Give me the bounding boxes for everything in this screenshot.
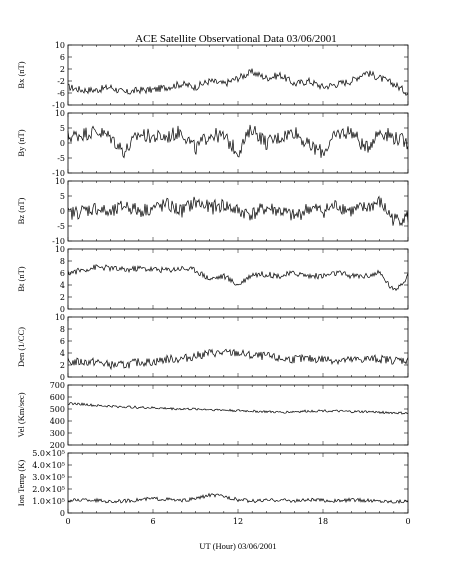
- y-tick-label: 2: [60, 293, 65, 302]
- y-axis-label: Den (1/CC): [16, 327, 26, 367]
- y-axis-label: Bx (nT): [16, 61, 26, 88]
- panels-group: 10 6 2 -2 -6 -10 Bx (nT) 10 5 0 -5 -10 By (nT) 10 5 0 -5…: [16, 41, 409, 518]
- y-tick-label: 1.0×10⁵: [32, 497, 65, 506]
- y-tick-label: 6: [60, 269, 65, 278]
- y-tick-label: 8: [60, 257, 65, 266]
- y-tick-label: 2: [60, 361, 65, 370]
- y-tick-label: 300: [50, 429, 65, 438]
- series-line: [67, 124, 409, 159]
- y-tick-label: -10: [52, 101, 65, 110]
- y-tick-label: 10: [55, 177, 65, 186]
- y-tick-label: 10: [55, 245, 65, 254]
- x-axis: 0 6 12 18 0: [65, 517, 410, 526]
- y-tick-label: 8: [60, 325, 65, 334]
- panel-frame: [67, 452, 409, 514]
- y-tick-label: 10: [55, 109, 65, 118]
- y-tick-label: 10: [55, 313, 65, 322]
- y-tick-label: 500: [50, 405, 65, 414]
- y-tick-label: 2: [60, 65, 65, 74]
- y-tick-label: 0: [60, 139, 65, 148]
- panel-5: 10 8 6 4 2 0 Den (1/CC): [16, 313, 409, 382]
- y-axis-label: By (nT): [16, 129, 26, 156]
- x-tick-label: 0: [65, 517, 70, 526]
- y-tick-label: -10: [52, 169, 65, 178]
- panel-7: 5.0×10⁵ 4.0×10⁵ 3.0×10⁵ 2.0×10⁵ 1.0×10⁵ 0 Ion …: [16, 449, 409, 518]
- y-tick-label: -2: [57, 77, 65, 86]
- y-tick-label: 4: [60, 349, 65, 358]
- y-axis-label: Bz (nT): [16, 197, 26, 224]
- y-axis-label: Bt (nT): [16, 266, 26, 291]
- y-tick-label: 6: [60, 53, 65, 62]
- x-tick-label: 0: [405, 517, 410, 526]
- series-line: [67, 264, 409, 292]
- y-tick-label: 4.0×10⁵: [32, 461, 65, 470]
- y-tick-label: 0: [60, 207, 65, 216]
- panel-frame: [67, 248, 409, 310]
- series-line: [68, 402, 409, 415]
- y-tick-label: 5: [60, 192, 65, 201]
- y-tick-label: 0: [60, 373, 65, 382]
- y-tick-label: 5: [60, 124, 65, 133]
- x-tick-label: 6: [150, 517, 155, 526]
- y-tick-label: 400: [50, 417, 65, 426]
- series-line: [67, 195, 409, 227]
- y-tick-label: 3.0×10⁵: [32, 473, 65, 482]
- y-tick-label: 200: [50, 441, 65, 450]
- panel-2: 10 5 0 -5 -10 By (nT): [16, 109, 409, 178]
- panel-6: 700 600 500 400 300 200 Vel (Km/sec): [16, 381, 409, 450]
- x-axis-label: UT (Hour) 03/06/2001: [199, 541, 276, 551]
- y-tick-label: 0: [60, 305, 65, 314]
- y-tick-label: 10: [55, 41, 65, 50]
- panel-frame: [67, 112, 409, 174]
- panel-3: 10 5 0 -5 -10 Bz (nT): [16, 177, 409, 246]
- x-tick-label: 18: [318, 517, 328, 526]
- y-tick-label: -10: [52, 237, 65, 246]
- y-tick-label: -5: [57, 222, 65, 231]
- y-tick-label: 2.0×10⁵: [32, 485, 65, 494]
- panel-frame: [67, 316, 409, 378]
- y-tick-label: 700: [50, 381, 65, 390]
- y-tick-label: 600: [50, 393, 65, 402]
- series-line: [67, 348, 409, 371]
- chart-title: ACE Satellite Observational Data 03/06/2…: [135, 33, 337, 45]
- y-tick-label: -5: [57, 154, 65, 163]
- y-tick-label: 0: [60, 509, 65, 518]
- panel-1: 10 6 2 -2 -6 -10 Bx (nT): [16, 41, 409, 110]
- y-tick-label: 6: [60, 337, 65, 346]
- y-tick-label: 5.0×10⁵: [32, 449, 65, 458]
- y-axis-label: Ion Temp (K): [16, 460, 26, 507]
- series-line: [67, 492, 409, 504]
- panel-frame: [67, 384, 409, 446]
- y-tick-label: -6: [57, 89, 65, 98]
- panel-4: 10 8 6 4 2 0 Bt (nT): [16, 245, 409, 314]
- series-line: [68, 68, 409, 96]
- panel-frame: [67, 44, 409, 106]
- y-axis-label: Vel (Km/sec): [16, 392, 26, 437]
- y-tick-label: 4: [60, 281, 65, 290]
- x-tick-label: 12: [233, 517, 243, 526]
